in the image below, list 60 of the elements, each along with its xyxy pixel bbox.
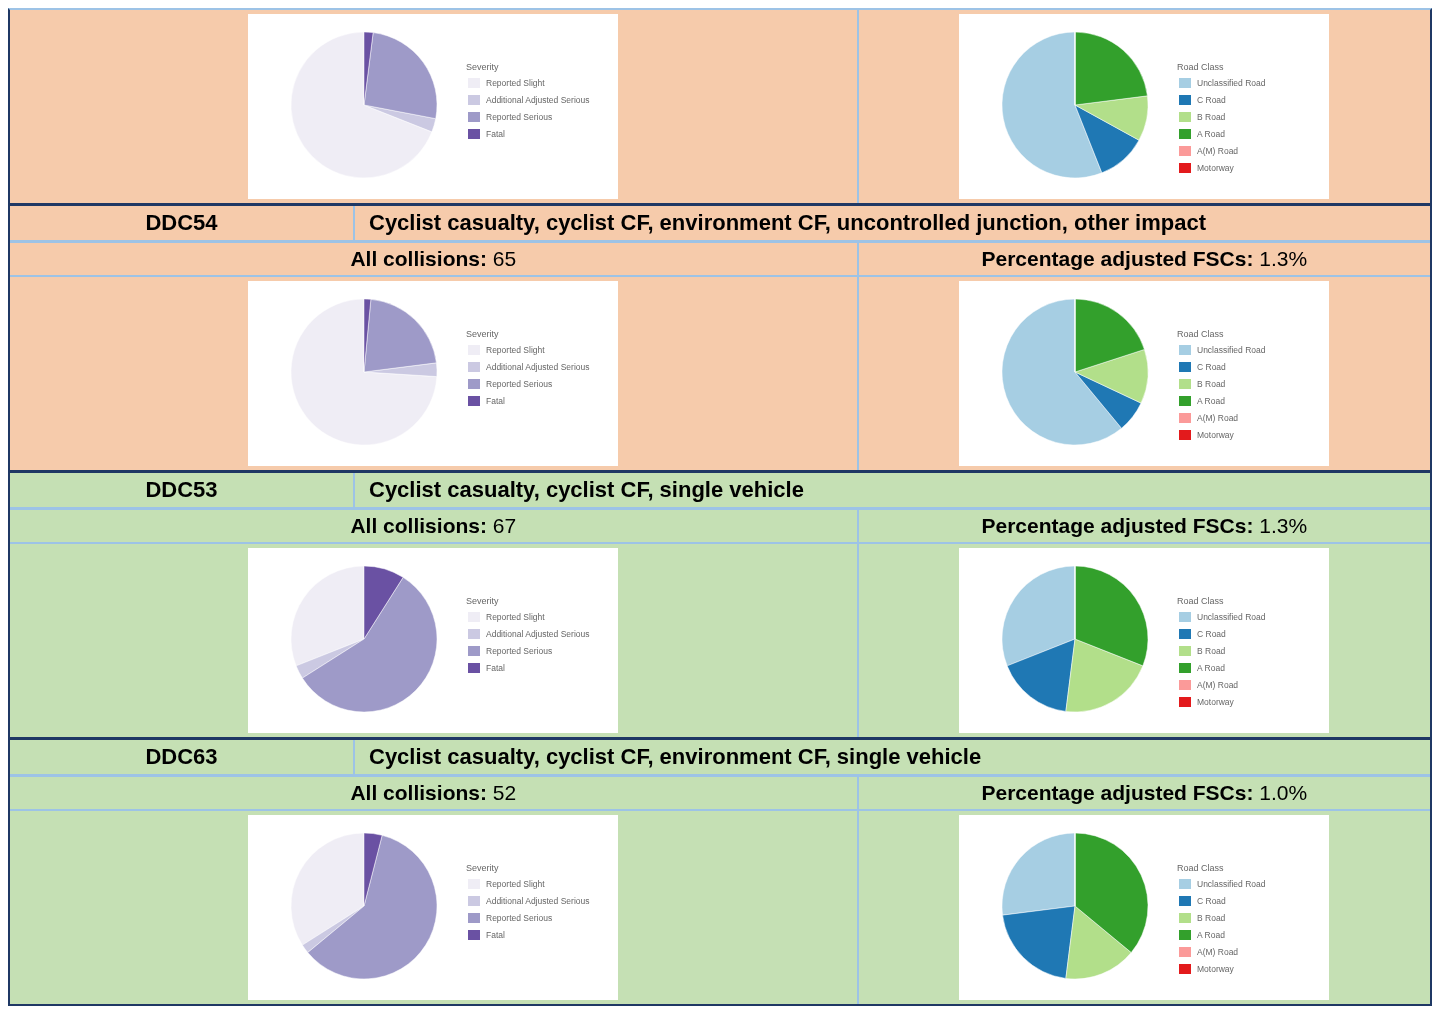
legend-label: Motorway — [1197, 697, 1235, 707]
legend-label: A(M) Road — [1197, 413, 1239, 423]
legend-label: A(M) Road — [1197, 680, 1239, 690]
legend-label: Fatal — [486, 396, 506, 406]
legend-label: Reported Serious — [486, 913, 553, 923]
legend-label: Unclassified Road — [1197, 612, 1267, 622]
legend-label: A Road — [1197, 129, 1226, 139]
legend-label: Additional Adjusted Serious — [486, 362, 590, 372]
text: Cyclist casualty, cyclist CF, single vehicle — [368, 476, 804, 504]
legend-label: Additional Adjusted Serious — [486, 896, 590, 906]
legend-title: Road Class — [1177, 328, 1225, 339]
legend-title: Road Class — [1177, 595, 1225, 606]
legend-label: Unclassified Road — [1197, 345, 1267, 355]
text: Percentage adjusted FSCs: 1.0% — [981, 781, 1308, 804]
legend-label: A Road — [1197, 930, 1226, 940]
legend-label: Motorway — [1197, 430, 1235, 440]
text: Cyclist casualty, cyclist CF, environment CF, uncontrolled junction, other impact — [368, 209, 1206, 237]
legend-label: Reported Slight — [486, 78, 546, 88]
legend-label: Unclassified Road — [1197, 78, 1267, 88]
legend-title: Severity — [466, 61, 500, 72]
legend-label: C Road — [1197, 896, 1227, 906]
legend-label: Fatal — [486, 930, 506, 940]
text: DDC53 — [10, 473, 355, 507]
legend-label: Reported Serious — [486, 646, 553, 656]
legend-label: Reported Slight — [486, 879, 546, 889]
legend-label: C Road — [1197, 362, 1227, 372]
legend-title: Road Class — [1177, 862, 1225, 873]
legend-label: Unclassified Road — [1197, 879, 1267, 889]
legend-label: A Road — [1197, 396, 1226, 406]
legend-label: Additional Adjusted Serious — [486, 95, 590, 105]
text: All collisions: 52 — [350, 781, 517, 804]
legend-label: Reported Slight — [486, 612, 546, 622]
text: Percentage adjusted FSCs: 1.3% — [981, 514, 1308, 537]
legend-label: Reported Slight — [486, 345, 546, 355]
legend-label: B Road — [1197, 379, 1226, 389]
legend-label: A Road — [1197, 663, 1226, 673]
legend-label: Fatal — [486, 663, 506, 673]
legend-label: Reported Serious — [486, 112, 553, 122]
text: All collisions: 65 — [350, 247, 517, 270]
legend-label: C Road — [1197, 95, 1227, 105]
legend-label: Motorway — [1197, 964, 1235, 974]
legend-title: Severity — [466, 595, 500, 606]
legend-title: Road Class — [1177, 61, 1225, 72]
legend-title: Severity — [466, 862, 500, 873]
legend-label: Motorway — [1197, 163, 1235, 173]
legend-label: B Road — [1197, 913, 1226, 923]
text: DDC54 — [10, 206, 355, 240]
legend-label: B Road — [1197, 646, 1226, 656]
text: Cyclist casualty, cyclist CF, environment CF, single vehicle — [368, 743, 982, 771]
text: Percentage adjusted FSCs: 1.3% — [981, 247, 1308, 270]
legend-label: A(M) Road — [1197, 146, 1239, 156]
legend-label: Fatal — [486, 129, 506, 139]
legend-label: Reported Serious — [486, 379, 553, 389]
legend-label: Additional Adjusted Serious — [486, 629, 590, 639]
text: All collisions: 67 — [350, 514, 517, 537]
legend-label: B Road — [1197, 112, 1226, 122]
legend-label: A(M) Road — [1197, 947, 1239, 957]
legend-title: Severity — [466, 328, 500, 339]
text: DDC63 — [10, 740, 355, 774]
legend-label: C Road — [1197, 629, 1227, 639]
